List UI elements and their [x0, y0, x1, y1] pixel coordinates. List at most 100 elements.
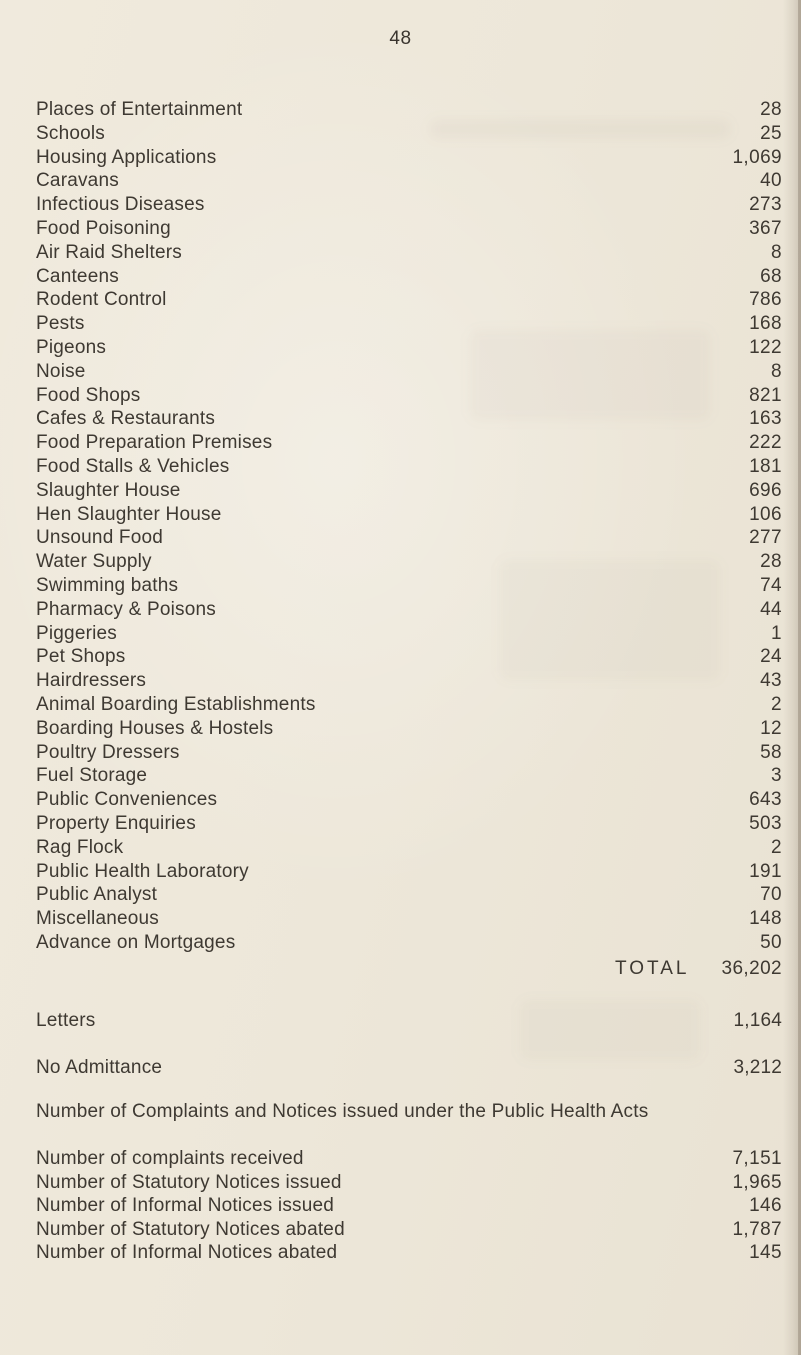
item-label: Public Conveniences	[36, 789, 218, 811]
item-value: 273	[749, 194, 782, 216]
item-label: Infectious Diseases	[36, 194, 205, 216]
item-label: Food Shops	[36, 384, 141, 406]
item-value: 24	[760, 646, 782, 668]
list-item: Swimming baths 74	[36, 574, 782, 598]
item-value: 786	[749, 289, 782, 311]
scan-bleedthrough-artifact	[430, 120, 730, 138]
list-item: Number of Informal Notices issued 146	[36, 1194, 782, 1218]
item-value: 222	[749, 432, 782, 454]
item-label: Pet Shops	[36, 646, 126, 668]
item-value: 50	[760, 931, 782, 953]
item-label: Pigeons	[36, 336, 107, 358]
item-label: Unsound Food	[36, 527, 164, 549]
list-item: Air Raid Shelters 8	[36, 241, 782, 265]
item-value: 2	[771, 693, 782, 715]
item-label: Poultry Dressers	[36, 741, 180, 763]
item-label: Number of Informal Notices issued	[36, 1195, 335, 1216]
list-item: Boarding Houses & Hostels 12	[36, 717, 782, 741]
total-row: TOTAL 36,202	[36, 957, 782, 981]
item-value: 70	[760, 884, 782, 906]
item-label: Water Supply	[36, 551, 152, 573]
item-label: Fuel Storage	[36, 765, 148, 787]
item-value: 8	[771, 241, 782, 263]
item-value: 122	[749, 336, 782, 358]
item-label: Number of Statutory Notices abated	[36, 1218, 345, 1240]
no-admittance-value: 3,212	[733, 1057, 782, 1078]
no-admittance-row: No Admittance 3,212	[36, 1056, 782, 1080]
list-item: Schools 25	[36, 122, 782, 146]
item-value: 1	[771, 622, 782, 644]
no-admittance-label: No Admittance	[36, 1057, 163, 1078]
item-value: 148	[749, 908, 782, 930]
item-value: 106	[749, 503, 782, 525]
item-label: Air Raid Shelters	[36, 241, 182, 263]
list-item: Hairdressers 43	[36, 669, 782, 693]
list-item: Number of Statutory Notices issued 1,965	[36, 1171, 782, 1195]
item-label: Slaughter House	[36, 479, 181, 501]
item-value: 503	[749, 812, 782, 834]
list-item: Property Enquiries 503	[36, 812, 782, 836]
list-item: Public Conveniences 643	[36, 788, 782, 812]
list-item: Housing Applications 1,069	[36, 146, 782, 170]
item-value: 43	[760, 670, 782, 692]
item-label: Number of complaints received	[36, 1148, 304, 1169]
total-value: 36,202	[721, 958, 782, 979]
item-label: Boarding Houses & Hostels	[36, 717, 274, 739]
item-label: Food Preparation Premises	[36, 432, 273, 454]
list-item: Food Poisoning 367	[36, 217, 782, 241]
item-value: 168	[749, 313, 782, 335]
item-value: 2	[771, 836, 782, 858]
item-value: 28	[760, 99, 782, 120]
list-item: Caravans 40	[36, 169, 782, 193]
item-label: Piggeries	[36, 622, 118, 644]
list-item: Unsound Food 277	[36, 526, 782, 550]
list-item: Public Analyst 70	[36, 883, 782, 907]
list-item: Number of complaints received 7,151	[36, 1147, 782, 1171]
list-item: Food Preparation Premises 222	[36, 431, 782, 455]
item-value: 1,965	[732, 1171, 782, 1193]
item-value: 25	[760, 122, 782, 144]
list-item: Poultry Dressers 58	[36, 741, 782, 765]
item-label: Schools	[36, 122, 105, 144]
complaints-section-heading: Number of Complaints and Notices issued …	[36, 1101, 649, 1122]
item-value: 3	[771, 765, 782, 787]
item-label: Canteens	[36, 265, 119, 287]
letters-row: Letters 1,164	[36, 1009, 782, 1033]
item-label: Property Enquiries	[36, 812, 196, 834]
list-item: Rodent Control 786	[36, 288, 782, 312]
item-value: 68	[760, 265, 782, 287]
item-label: Public Analyst	[36, 884, 158, 906]
list-item: Pigeons 122	[36, 336, 782, 360]
item-label: Caravans	[36, 170, 119, 192]
item-label: Swimming baths	[36, 574, 179, 596]
item-label: Rodent Control	[36, 289, 167, 311]
item-label: Miscellaneous	[36, 908, 159, 930]
item-value: 7,151	[732, 1148, 782, 1169]
item-label: Number of Informal Notices abated	[36, 1242, 338, 1263]
complaints-notices-list: Number of complaints received 7,151 Number…	[36, 1147, 782, 1265]
list-item: Miscellaneous 148	[36, 907, 782, 931]
item-label: Number of Statutory Notices issued	[36, 1171, 342, 1193]
item-value: 191	[749, 860, 782, 882]
list-item: Infectious Diseases 273	[36, 193, 782, 217]
total-label: TOTAL	[615, 958, 690, 979]
list-item: Number of Informal Notices abated 145	[36, 1241, 782, 1265]
item-value: 181	[749, 455, 782, 477]
page-edge-line	[798, 0, 801, 1355]
item-value: 643	[749, 789, 782, 811]
list-item: Piggeries 1	[36, 622, 782, 646]
item-label: Animal Boarding Establishments	[36, 693, 316, 715]
item-value: 28	[760, 551, 782, 573]
item-value: 58	[760, 741, 782, 763]
item-value: 277	[749, 527, 782, 549]
item-value: 146	[749, 1195, 782, 1216]
item-value: 367	[749, 217, 782, 239]
item-value: 145	[749, 1242, 782, 1263]
item-label: Public Health Laboratory	[36, 860, 249, 882]
list-item: Pet Shops 24	[36, 645, 782, 669]
list-item: Fuel Storage 3	[36, 764, 782, 788]
list-item: Food Stalls & Vehicles 181	[36, 455, 782, 479]
list-item: Places of Entertainment 28	[36, 98, 782, 122]
item-value: 12	[760, 717, 782, 739]
